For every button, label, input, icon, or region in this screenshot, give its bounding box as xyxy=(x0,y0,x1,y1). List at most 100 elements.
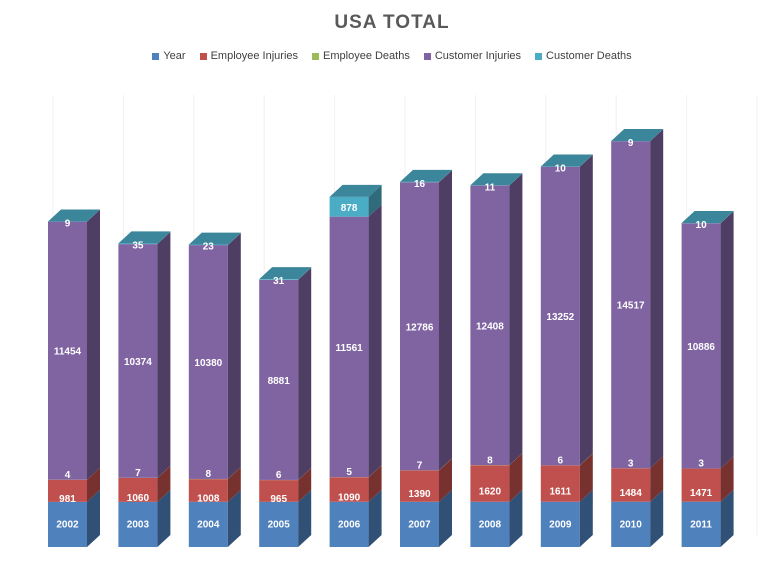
bar-segment-side xyxy=(298,468,312,502)
data-label: 2009 xyxy=(549,519,572,530)
data-label: 965 xyxy=(270,494,287,505)
data-label: 10380 xyxy=(194,358,222,369)
data-label: 10374 xyxy=(124,357,152,368)
bar-top-face xyxy=(259,267,312,280)
bar-segment-front xyxy=(329,501,369,547)
data-label: 10 xyxy=(696,220,708,231)
bar-segment-side xyxy=(579,154,593,466)
bar-top-face xyxy=(188,232,241,245)
data-label: 2003 xyxy=(127,519,150,530)
chart-title: USA TOTAL xyxy=(334,12,450,33)
bar-segment-side xyxy=(650,129,664,469)
bar-segment-side xyxy=(227,232,241,246)
bar-segment-front xyxy=(259,279,299,280)
data-label: 8 xyxy=(206,469,212,480)
data-label: 7 xyxy=(417,460,423,471)
bar-segment-front xyxy=(118,501,158,547)
data-label: 3 xyxy=(698,459,704,470)
bar-segment-front xyxy=(400,182,439,471)
legend-item-1: Employee Injuries xyxy=(199,50,298,62)
data-label: 9 xyxy=(628,138,634,149)
data-label: 1611 xyxy=(549,487,571,498)
bar-top-face xyxy=(681,210,734,223)
bar-segment-front xyxy=(470,465,510,502)
bar-segment-side xyxy=(368,465,382,502)
bar-segment-front xyxy=(259,279,299,480)
bar-stack-2011 xyxy=(681,210,734,547)
bar-stack-2008 xyxy=(470,173,523,547)
data-label: 12786 xyxy=(406,322,434,333)
bar-segment-front xyxy=(188,479,228,502)
data-label: 1620 xyxy=(479,487,502,498)
bar-segment-front xyxy=(470,185,510,466)
bar-segment-front xyxy=(400,470,439,502)
legend-swatch xyxy=(312,52,320,60)
bar-segment-side xyxy=(227,489,241,547)
legend-label: Employee Deaths xyxy=(323,50,410,62)
data-label: 8 xyxy=(487,455,493,466)
bar-segment-side xyxy=(227,467,241,502)
bar-stack-2009 xyxy=(540,154,593,547)
legend-swatch xyxy=(199,52,207,60)
data-label: 1471 xyxy=(690,488,713,499)
data-label: 6 xyxy=(558,455,564,466)
data-label: 2004 xyxy=(197,519,220,530)
bar-segment-side xyxy=(509,453,523,502)
bar-segment-side xyxy=(227,466,241,480)
bar-top-face xyxy=(48,209,100,222)
bar-segment-front xyxy=(118,477,158,502)
bar-segment-front xyxy=(259,501,299,547)
data-label: 7 xyxy=(135,468,141,479)
bar-segment-side xyxy=(579,453,593,466)
data-label: 23 xyxy=(203,242,215,253)
bar-segment-side xyxy=(368,184,382,217)
bar-segment-side xyxy=(720,210,734,224)
bar-segment-front xyxy=(540,166,580,466)
data-label: 10886 xyxy=(687,342,715,353)
data-label: 2002 xyxy=(56,519,79,530)
bar-segment-front xyxy=(118,244,158,478)
bar-segment-side xyxy=(157,465,171,478)
bar-segment-side xyxy=(298,267,312,280)
data-label: 981 xyxy=(59,494,76,505)
bar-segment-side xyxy=(87,467,100,480)
bar-segment-front xyxy=(329,196,369,217)
data-label: 31 xyxy=(273,276,285,287)
bar-top-face xyxy=(611,128,664,141)
bar-segment-front xyxy=(681,223,721,469)
bar-segment-side xyxy=(157,489,171,547)
bar-stack-2010 xyxy=(611,128,664,547)
bar-segment-side xyxy=(720,489,734,547)
legend-item-4: Customer Deaths xyxy=(535,50,632,62)
bar-segment-front xyxy=(188,244,228,246)
data-label: 3 xyxy=(628,458,634,469)
data-label: 13252 xyxy=(546,312,574,323)
legend-item-0: Year xyxy=(152,50,186,62)
bar-segment-side xyxy=(157,231,171,245)
bar-stack-2005 xyxy=(259,267,312,547)
bar-top-face xyxy=(329,184,382,197)
data-label: 6 xyxy=(276,470,282,481)
data-label: 1090 xyxy=(338,493,361,504)
data-label: 35 xyxy=(132,240,144,251)
bar-segment-side xyxy=(650,489,664,547)
bar-segment-side xyxy=(579,489,593,547)
bar-segment-side xyxy=(298,267,312,480)
data-label: 11454 xyxy=(54,347,82,358)
bar-stack-2003 xyxy=(118,231,171,547)
bar-stack-2004 xyxy=(188,232,241,547)
legend-swatch xyxy=(152,52,160,60)
data-label: 2006 xyxy=(338,519,361,530)
bar-segment-front xyxy=(470,501,510,547)
data-label: 1484 xyxy=(620,488,643,499)
data-label: 1390 xyxy=(408,489,431,500)
bar-segment-front xyxy=(611,501,651,547)
legend-swatch xyxy=(535,52,543,60)
bar-stack-2006 xyxy=(329,184,382,547)
bar-segment-front xyxy=(681,468,721,502)
bar-segment-side xyxy=(439,169,452,183)
bar-segment-front xyxy=(188,501,228,547)
bar-segment-side xyxy=(509,173,523,186)
bar-stack-2002 xyxy=(48,209,100,547)
